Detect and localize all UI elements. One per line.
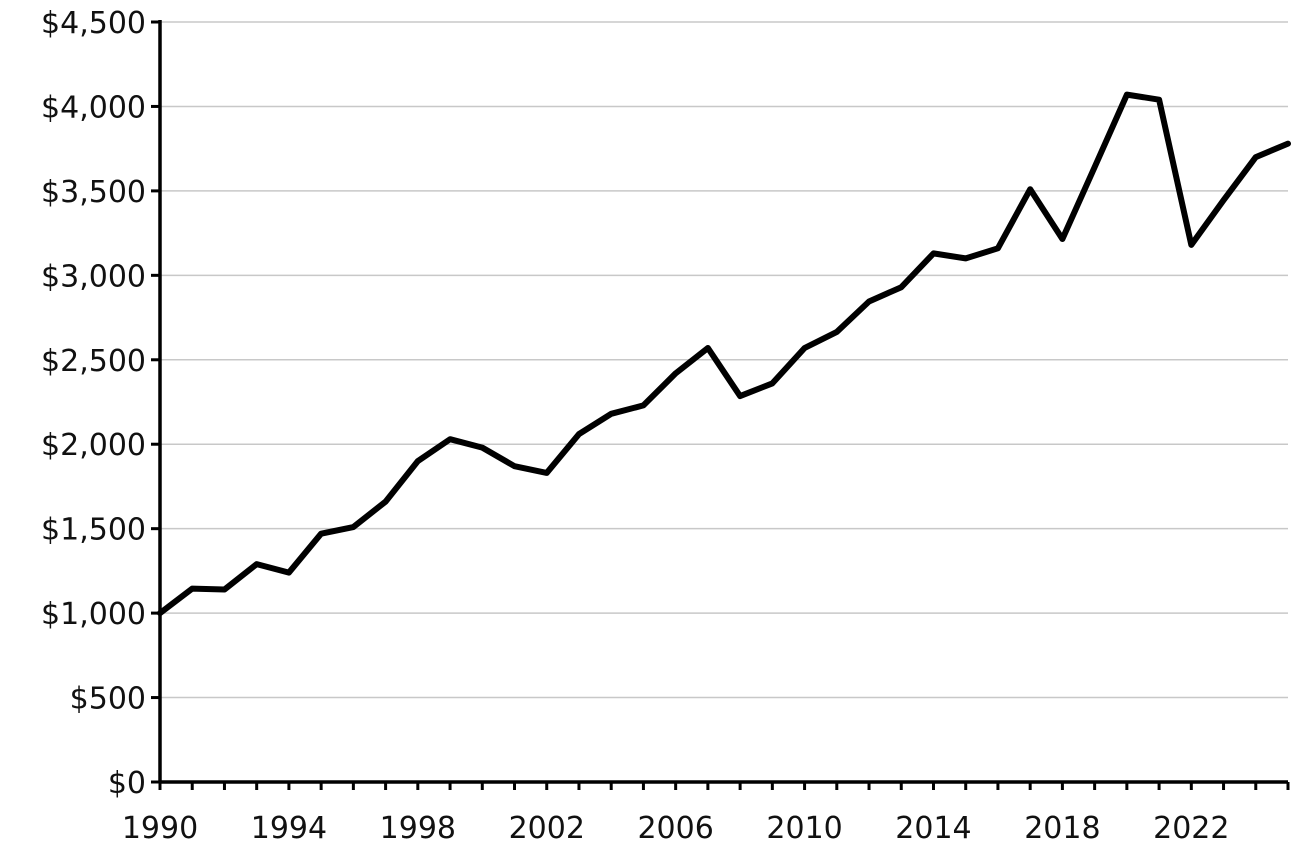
gridlines [160,21,1288,699]
axes [158,20,1288,784]
y-tick-label: $1,000 [41,597,146,632]
x-tick-label: 2010 [766,811,842,846]
y-tick-label: $1,500 [41,513,146,548]
x-tick-label: 2006 [637,811,713,846]
y-tick-label: $500 [70,682,146,717]
y-tick-label: $3,000 [41,259,146,294]
x-tick-label: 1998 [380,811,456,846]
x-tick-label: 2018 [1024,811,1100,846]
x-tick-label: 2002 [509,811,585,846]
y-tick-label: $4,500 [41,6,146,41]
series-layer [157,91,1291,617]
x-axis-ticks: 1990 1994 1998 2002 2006 2010 2014 2018 2022 [122,782,1290,846]
x-tick-label: 2022 [1153,811,1229,846]
y-axis-ticks: $0 $500 $1,000 $1,500 $2,000 $2,500 $3,000 $3,5… [41,6,160,801]
x-tick-label: 1990 [122,811,198,846]
x-tick-label: 2014 [895,811,971,846]
y-tick-label: $2,500 [41,344,146,379]
x-tick-label: 1994 [251,811,327,846]
y-tick-label: $4,000 [41,90,146,125]
y-tick-label: $2,000 [41,428,146,463]
series-line [157,91,1291,617]
y-tick-label: $3,500 [41,175,146,210]
y-tick-label: $0 [108,766,146,801]
